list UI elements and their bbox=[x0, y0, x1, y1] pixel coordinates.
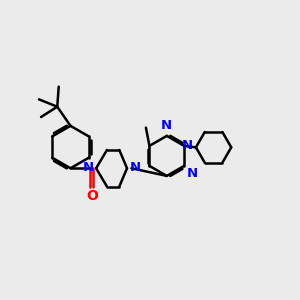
Text: N: N bbox=[187, 167, 198, 180]
Text: N: N bbox=[182, 140, 193, 152]
Text: O: O bbox=[86, 190, 98, 203]
Text: N: N bbox=[129, 161, 140, 174]
Text: N: N bbox=[161, 119, 172, 132]
Text: N: N bbox=[82, 161, 94, 174]
